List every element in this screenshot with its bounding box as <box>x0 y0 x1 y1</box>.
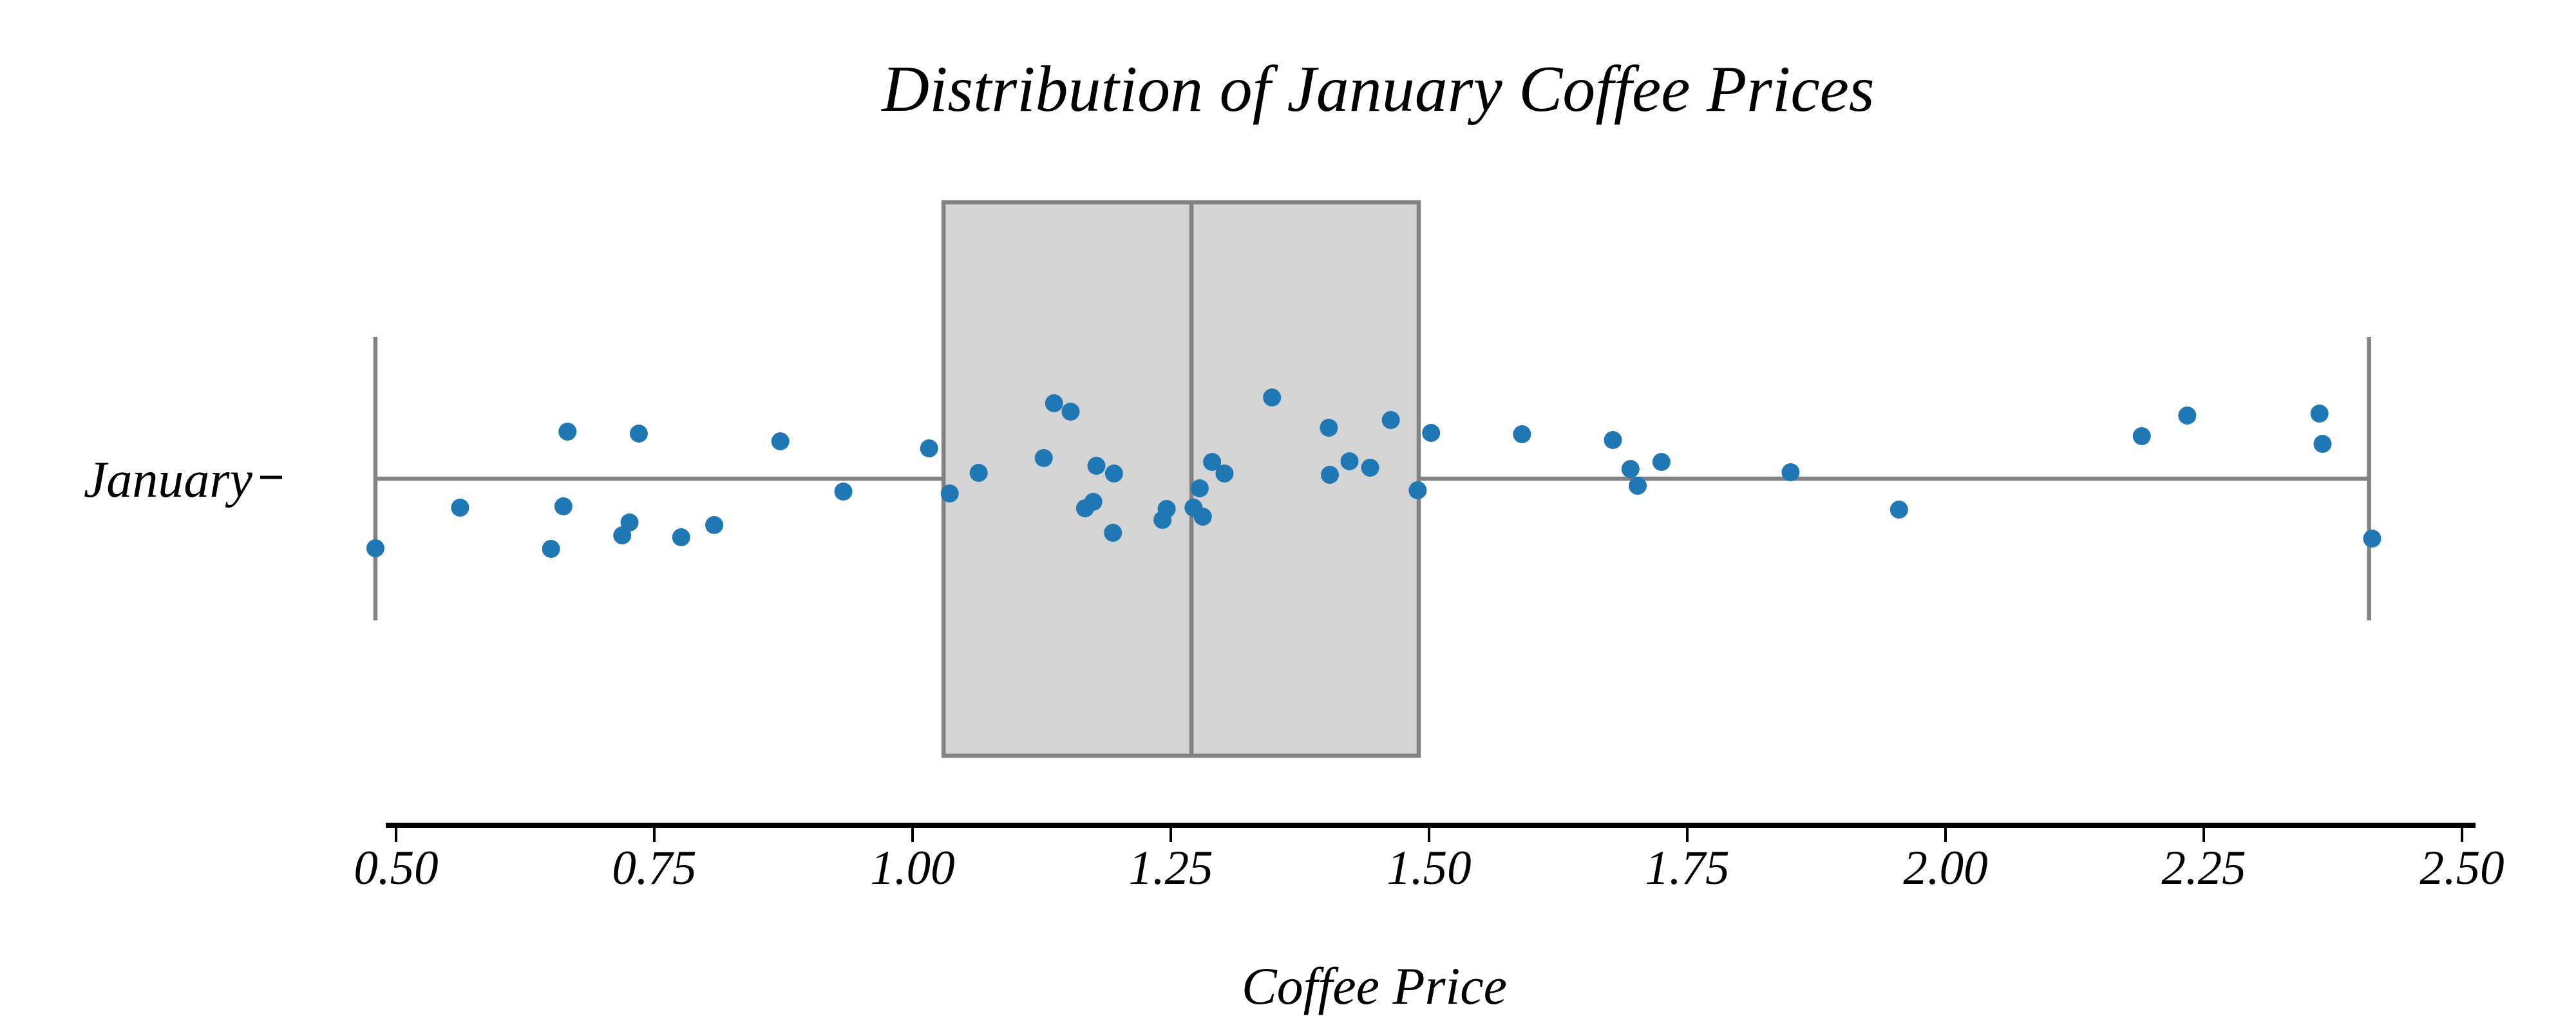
data-point <box>1087 457 1106 475</box>
data-point <box>2132 427 2151 445</box>
data-point <box>2313 435 2332 453</box>
y-category-label: January <box>84 452 253 508</box>
data-point <box>1361 459 1379 477</box>
data-point <box>1408 481 1427 499</box>
data-point <box>554 497 573 515</box>
data-point <box>705 516 724 534</box>
data-point <box>542 540 560 558</box>
x-tick-label: 1.75 <box>1645 841 1729 895</box>
data-point <box>1045 394 1063 412</box>
data-point <box>1215 464 1234 483</box>
x-axis-layer: 0.50 0.75 1.00 1.25 1.50 1.75 2.00 2.25 2.50 <box>354 823 2505 895</box>
data-point <box>1034 449 1053 467</box>
data-point <box>1193 508 1212 526</box>
data-point <box>1629 477 1647 495</box>
data-point <box>629 425 648 443</box>
data-point <box>620 513 639 531</box>
data-point <box>366 539 384 557</box>
x-tick-label: 0.75 <box>612 841 696 895</box>
data-point <box>1621 460 1640 478</box>
data-point <box>920 439 938 457</box>
data-point <box>771 432 790 450</box>
iqr-box <box>941 200 1421 758</box>
x-tick-label: 0.50 <box>354 841 438 895</box>
strip-points-layer <box>366 388 2382 558</box>
data-point <box>2310 405 2329 423</box>
data-point <box>1203 453 1222 471</box>
x-tick-label: 1.50 <box>1387 841 1471 895</box>
data-point <box>2178 407 2197 425</box>
data-point <box>1652 453 1671 471</box>
data-point <box>1889 501 1908 519</box>
x-tick-label: 1.25 <box>1128 841 1213 895</box>
data-point <box>1340 452 1359 470</box>
data-point <box>969 464 988 482</box>
data-point <box>1061 403 1080 421</box>
x-tick-label: 2.00 <box>1903 841 1987 895</box>
x-tick-label: 1.00 <box>870 841 954 895</box>
data-point <box>1084 493 1103 511</box>
data-point <box>1604 431 1622 449</box>
data-point <box>672 528 690 546</box>
box-layer <box>941 200 1421 758</box>
data-point <box>1381 411 1400 429</box>
data-point <box>1104 524 1122 542</box>
data-point <box>1513 425 1531 443</box>
data-point <box>1781 463 1800 481</box>
data-point <box>1190 479 1209 497</box>
data-point <box>1104 464 1123 483</box>
data-point <box>2363 530 2382 548</box>
x-tick-label: 2.50 <box>2420 841 2504 895</box>
data-point <box>834 483 853 501</box>
data-point <box>1422 424 1441 442</box>
data-point <box>451 499 469 517</box>
data-point <box>940 484 959 503</box>
data-point <box>558 423 577 441</box>
data-point <box>1321 466 1340 484</box>
chart-title: Distribution of January Coffee Prices <box>880 53 1874 126</box>
whisker-layer <box>373 337 2371 620</box>
x-tick-label: 2.25 <box>2161 841 2246 895</box>
data-point <box>1263 388 1282 407</box>
data-point <box>1320 419 1338 437</box>
x-axis-title: Coffee Price <box>1242 957 1507 1015</box>
data-point <box>1157 500 1176 518</box>
